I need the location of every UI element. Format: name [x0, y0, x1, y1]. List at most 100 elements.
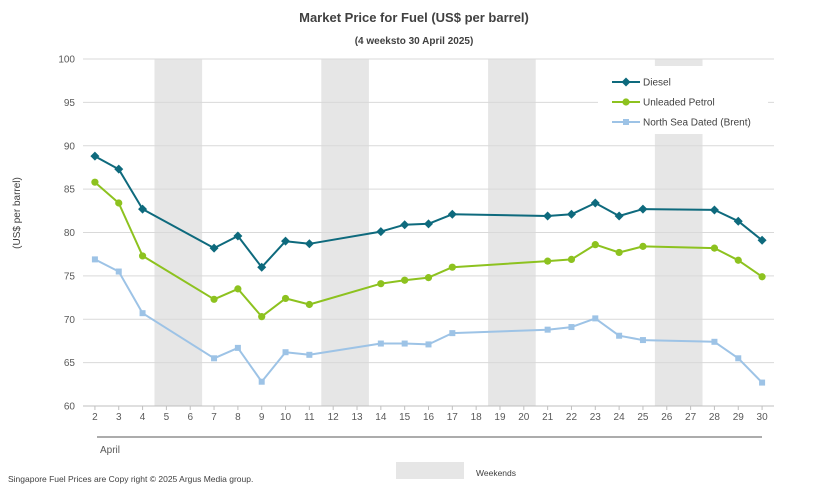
point-north-sea-dated-brent-25	[639, 337, 646, 344]
point-north-sea-dated-brent-9	[258, 378, 265, 385]
point-diesel-9	[257, 262, 267, 272]
series-north-sea-dated-brent	[91, 256, 766, 386]
x-tick-label-2: 2	[92, 412, 98, 423]
series-diesel	[90, 151, 767, 272]
x-tick-label-25: 25	[637, 412, 649, 423]
point-unleaded-petrol-21	[544, 257, 552, 265]
point-unleaded-petrol-24	[615, 248, 623, 257]
point-north-sea-dated-brent-2	[91, 256, 98, 263]
point-unleaded-petrol-25	[639, 242, 647, 250]
point-diesel-21	[543, 211, 553, 221]
point-unleaded-petrol-2	[91, 178, 99, 186]
point-unleaded-petrol-7	[210, 295, 218, 303]
x-tick-label-6: 6	[187, 412, 193, 423]
y-tick-label-85: 85	[64, 185, 76, 196]
point-unleaded-petrol-8	[234, 285, 242, 293]
x-tick-label-8: 8	[235, 412, 241, 423]
point-north-sea-dated-brent-21	[544, 326, 551, 333]
point-unleaded-petrol-22	[567, 255, 576, 263]
point-unleaded-petrol-17	[448, 263, 456, 271]
x-tick-label-20: 20	[518, 412, 530, 423]
y-tick-label-100: 100	[58, 55, 75, 66]
point-diesel-30	[757, 235, 767, 245]
point-diesel-4	[138, 204, 148, 214]
y-tick-label-75: 75	[64, 271, 76, 282]
x-tick-label-24: 24	[614, 412, 626, 423]
x-tick-label-23: 23	[590, 412, 602, 423]
point-north-sea-dated-brent-16	[425, 341, 432, 348]
point-diesel-29	[733, 216, 743, 226]
point-north-sea-dated-brent-7	[211, 355, 218, 362]
point-diesel-17	[447, 209, 457, 219]
point-north-sea-dated-brent-4	[139, 310, 146, 317]
series-line-north-sea-dated-brent	[94, 258, 763, 384]
x-tick-label-26: 26	[661, 412, 673, 423]
x-tick-label-30: 30	[757, 412, 769, 423]
x-tick-label-22: 22	[566, 412, 578, 423]
point-unleaded-petrol-23	[591, 241, 599, 249]
y-tick-label-80: 80	[64, 228, 76, 239]
x-tick-label-7: 7	[211, 412, 217, 423]
point-north-sea-dated-brent-22	[568, 324, 575, 331]
point-unleaded-petrol-14	[377, 280, 385, 288]
x-tick-label-16: 16	[423, 412, 435, 423]
point-diesel-8	[233, 231, 243, 241]
series-lines	[90, 151, 767, 386]
point-north-sea-dated-brent-23	[592, 315, 599, 322]
point-north-sea-dated-brent-24	[616, 332, 623, 339]
point-diesel-3	[114, 164, 124, 174]
x-tick-label-29: 29	[733, 412, 745, 423]
point-unleaded-petrol-9	[258, 313, 266, 321]
point-diesel-22	[566, 209, 576, 219]
x-tick-label-27: 27	[685, 412, 697, 423]
chart-title: Market Price for Fuel (US$ per barrel)	[299, 10, 529, 25]
point-diesel-2	[90, 151, 100, 161]
x-tick-label-9: 9	[259, 412, 265, 423]
y-tick-label-60: 60	[64, 402, 76, 413]
x-tick-label-13: 13	[351, 412, 363, 423]
legend-marker-2	[622, 98, 630, 106]
x-axis-label: April	[100, 445, 120, 456]
x-tick-label-11: 11	[304, 412, 315, 423]
x-tick-label-21: 21	[542, 412, 554, 423]
legend-label-1: Diesel	[643, 78, 671, 89]
point-diesel-10	[281, 236, 291, 246]
point-north-sea-dated-brent-10	[282, 349, 289, 356]
point-north-sea-dated-brent-11	[306, 351, 313, 358]
legend-marker-1	[621, 77, 631, 87]
x-tick-label-4: 4	[140, 412, 146, 423]
legend-label-3: North Sea Dated (Brent)	[643, 118, 751, 129]
point-unleaded-petrol-29	[734, 256, 742, 264]
point-diesel-25	[638, 204, 648, 214]
point-unleaded-petrol-30	[758, 273, 766, 281]
point-north-sea-dated-brent-8	[234, 344, 241, 351]
series-line-unleaded-petrol	[94, 181, 763, 318]
x-tick-label-19: 19	[494, 412, 506, 423]
point-diesel-11	[304, 239, 314, 249]
x-tick-label-18: 18	[471, 412, 483, 423]
point-unleaded-petrol-28	[710, 244, 719, 252]
point-diesel-28	[709, 205, 719, 215]
legend: Diesel Unleaded Petrol North Sea Dated (Br…	[598, 66, 768, 134]
legend-marker-3	[623, 119, 629, 125]
point-unleaded-petrol-11	[305, 300, 313, 309]
y-axis-label: (US$ per barrel)	[12, 177, 23, 249]
x-tick-label-15: 15	[399, 412, 411, 423]
chart-subtitle: (4 weeksto 30 April 2025)	[355, 36, 474, 47]
point-diesel-16	[424, 219, 433, 229]
point-north-sea-dated-brent-3	[115, 268, 122, 275]
point-diesel-15	[400, 220, 410, 230]
x-tick-label-3: 3	[116, 412, 122, 423]
weekend-legend-label: Weekends	[476, 468, 516, 478]
point-north-sea-dated-brent-14	[377, 340, 384, 347]
point-unleaded-petrol-15	[401, 276, 409, 284]
point-unleaded-petrol-10	[281, 294, 290, 303]
y-tick-label-95: 95	[64, 98, 76, 109]
x-tick-label-28: 28	[709, 412, 721, 423]
x-tick-label-17: 17	[447, 412, 459, 423]
point-diesel-24	[614, 211, 624, 221]
legend-label-2: Unleaded Petrol	[643, 98, 715, 109]
x-tick-label-5: 5	[164, 412, 170, 423]
